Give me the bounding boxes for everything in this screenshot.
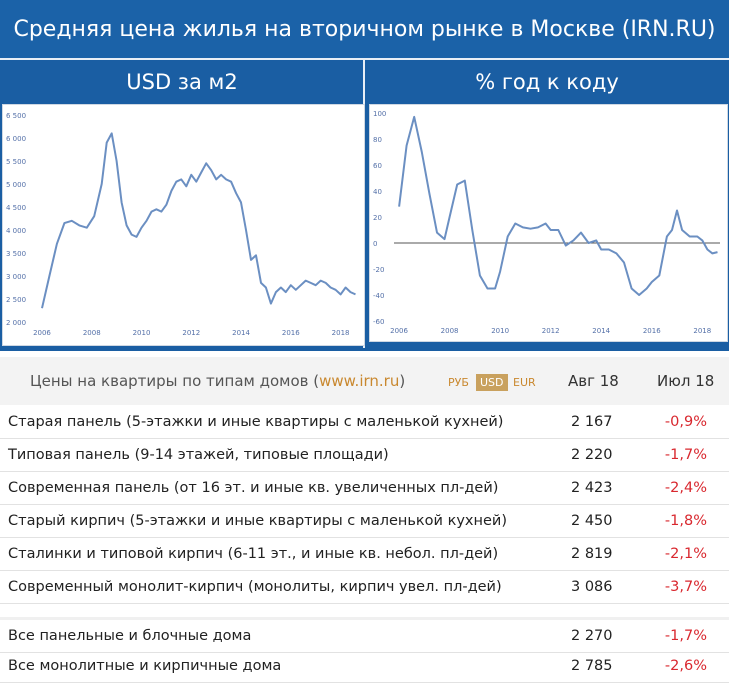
table-row: Современная панель (от 16 эт. и иные кв.…: [0, 472, 729, 505]
y-tick-label: 100: [373, 110, 386, 118]
table-title-text: Цены на квартиры по типам домов (: [30, 372, 320, 390]
row-name: Старый кирпич (5-этажки и иные квартиры …: [8, 513, 507, 529]
y-tick-label: 2 500: [6, 296, 26, 304]
x-tick-label: 2018: [693, 327, 711, 335]
row-name: Типовая панель (9-14 этажей, типовые пло…: [8, 447, 389, 463]
currency-rub-button[interactable]: РУБ: [448, 376, 469, 389]
y-tick-label: 2 000: [6, 319, 26, 327]
row-change: -1,7%: [664, 447, 707, 463]
yoy-line-chart: -60 -40 -20 0 20 40 60 80 100 2006 2008 2010 2012 201…: [373, 110, 720, 335]
y-tick-label: 6 500: [6, 112, 26, 120]
x-tick-label: 2006: [390, 327, 408, 335]
row-name: Все панельные и блочные дома: [8, 628, 252, 644]
page-title: Средняя цена жилья на вторичном рынке в …: [0, 0, 729, 58]
y-tick-label: 0: [373, 240, 377, 248]
x-tick-label: 2016: [643, 327, 661, 335]
row-change: -2,4%: [664, 480, 707, 496]
row-value: 2 785: [571, 658, 613, 674]
row-change: -0,9%: [664, 414, 707, 430]
y-tick-label: 80: [373, 136, 382, 144]
price-line-chart: 2 000 2 500 3 000 3 500 4 000 4 500 5 000 5 500…: [6, 112, 356, 337]
price-chart-panel: 2 000 2 500 3 000 3 500 4 000 4 500 5 000 5 500…: [2, 104, 365, 346]
y-tick-label: 60: [373, 162, 382, 170]
table-row: Все монолитные и кирпичные дома 2 785 -2,6…: [0, 650, 729, 683]
y-tick-label: 5 500: [6, 158, 26, 166]
row-name: Сталинки и типовой кирпич (6-11 эт., и и…: [8, 546, 499, 562]
table-row: Современный монолит-кирпич (монолиты, ки…: [0, 571, 729, 604]
column-header-previous: Июл 18: [657, 372, 715, 390]
row-name: Все монолитные и кирпичные дома: [8, 658, 282, 674]
y-tick-label: 40: [373, 188, 382, 196]
x-tick-label: 2012: [182, 329, 200, 337]
irn-link[interactable]: www.irn.ru: [319, 372, 400, 390]
row-change: -2,1%: [664, 546, 707, 562]
table-title-close: ): [399, 372, 406, 390]
y-tick-label: 20: [373, 214, 382, 222]
y-tick-label: 5 000: [6, 181, 26, 189]
row-name: Современная панель (от 16 эт. и иные кв.…: [8, 480, 499, 496]
y-tick-label: 6 000: [6, 135, 26, 143]
x-tick-label: 2010: [491, 327, 509, 335]
y-tick-label: 4 500: [6, 204, 26, 212]
x-tick-label: 2008: [441, 327, 459, 335]
series-line: [41, 132, 356, 309]
x-tick-label: 2016: [282, 329, 300, 337]
x-tick-label: 2006: [33, 329, 51, 337]
x-tick-label: 2014: [232, 329, 250, 337]
table-row: Сталинки и типовой кирпич (6-11 эт., и и…: [0, 538, 729, 571]
y-tick-label: 3 500: [6, 250, 26, 258]
table-row: Старый кирпич (5-этажки и иные квартиры …: [0, 505, 729, 538]
row-value: 3 086: [571, 579, 613, 595]
x-tick-label: 2012: [542, 327, 560, 335]
x-tick-label: 2014: [592, 327, 610, 335]
row-value: 2 819: [571, 546, 613, 562]
row-value: 2 423: [571, 480, 613, 496]
row-value: 2 167: [571, 414, 613, 430]
yoy-chart-panel: -60 -40 -20 0 20 40 60 80 100 2006 2008 2010 2012 201…: [369, 104, 728, 342]
price-table: Цены на квартиры по типам домов (www.irn…: [0, 348, 729, 686]
currency-usd-button[interactable]: USD: [476, 374, 508, 391]
row-change: -1,8%: [664, 513, 707, 529]
x-tick-label: 2008: [83, 329, 101, 337]
row-change: -1,7%: [664, 628, 707, 644]
table-row: Все панельные и блочные дома 2 270 -1,7%: [0, 617, 729, 653]
right-chart-heading: % год к коду: [365, 60, 729, 104]
x-tick-label: 2018: [332, 329, 350, 337]
y-tick-label: -20: [373, 266, 384, 274]
row-value: 2 220: [571, 447, 613, 463]
row-value: 2 450: [571, 513, 613, 529]
row-name: Старая панель (5-этажки и иные квартиры …: [8, 414, 504, 430]
currency-eur-button[interactable]: EUR: [513, 376, 536, 389]
y-tick-label: -40: [373, 292, 384, 300]
column-header-current: Авг 18: [568, 372, 619, 390]
table-header: Цены на квартиры по типам домов (www.irn…: [0, 357, 729, 405]
y-tick-label: 4 000: [6, 227, 26, 235]
y-tick-label: -60: [373, 318, 384, 326]
row-name: Современный монолит-кирпич (монолиты, ки…: [8, 579, 502, 595]
y-tick-label: 3 000: [6, 273, 26, 281]
x-tick-label: 2010: [133, 329, 151, 337]
row-change: -2,6%: [664, 658, 707, 674]
table-title: Цены на квартиры по типам домов (www.irn…: [30, 372, 405, 390]
row-change: -3,7%: [664, 579, 707, 595]
table-row: Типовая панель (9-14 этажей, типовые пло…: [0, 439, 729, 472]
row-value: 2 270: [571, 628, 613, 644]
series-line: [398, 115, 718, 296]
left-chart-heading: USD за м2: [0, 60, 364, 104]
table-row: Старая панель (5-этажки и иные квартиры …: [0, 406, 729, 439]
